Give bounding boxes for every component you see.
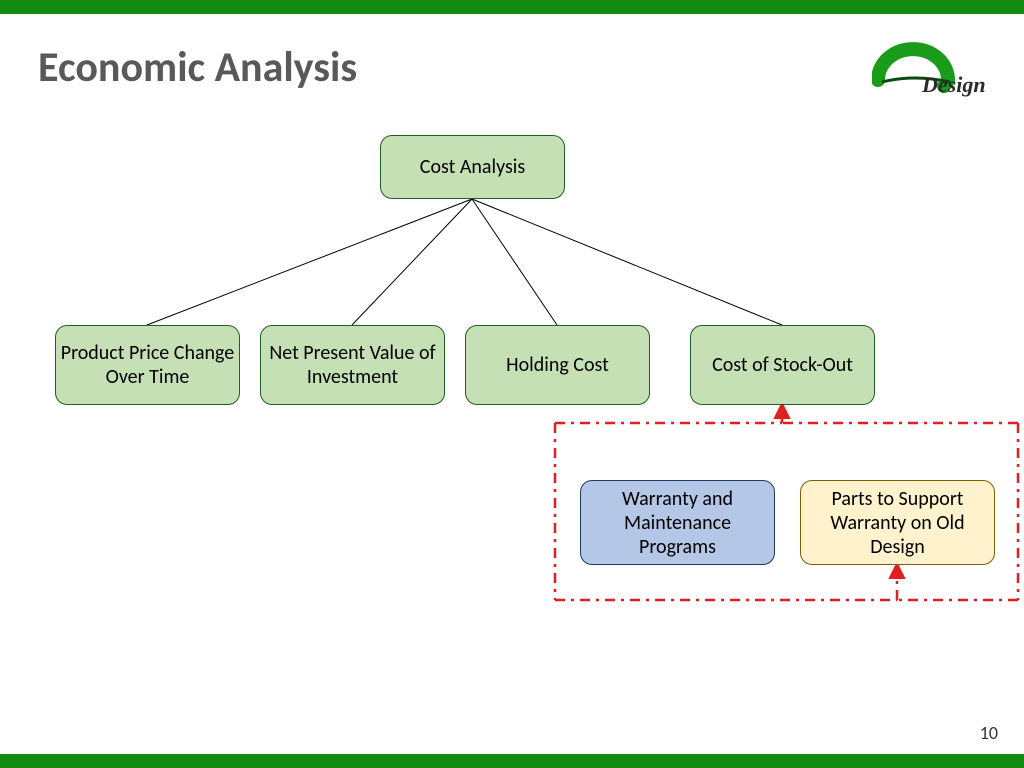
node-child4: Cost of Stock-Out xyxy=(690,325,875,405)
node-root: Cost Analysis xyxy=(380,135,565,199)
node-sub1: Warranty and Maintenance Programs xyxy=(580,480,775,565)
node-child2: Net Present Value of Investment xyxy=(260,325,445,405)
slide: Economic Analysis Design Cost AnalysisPr… xyxy=(0,0,1024,768)
page-number: 10 xyxy=(980,722,998,744)
node-child1: Product Price Change Over Time xyxy=(55,325,240,405)
node-child3: Holding Cost xyxy=(465,325,650,405)
node-sub2: Parts to Support Warranty on Old Design xyxy=(800,480,995,565)
